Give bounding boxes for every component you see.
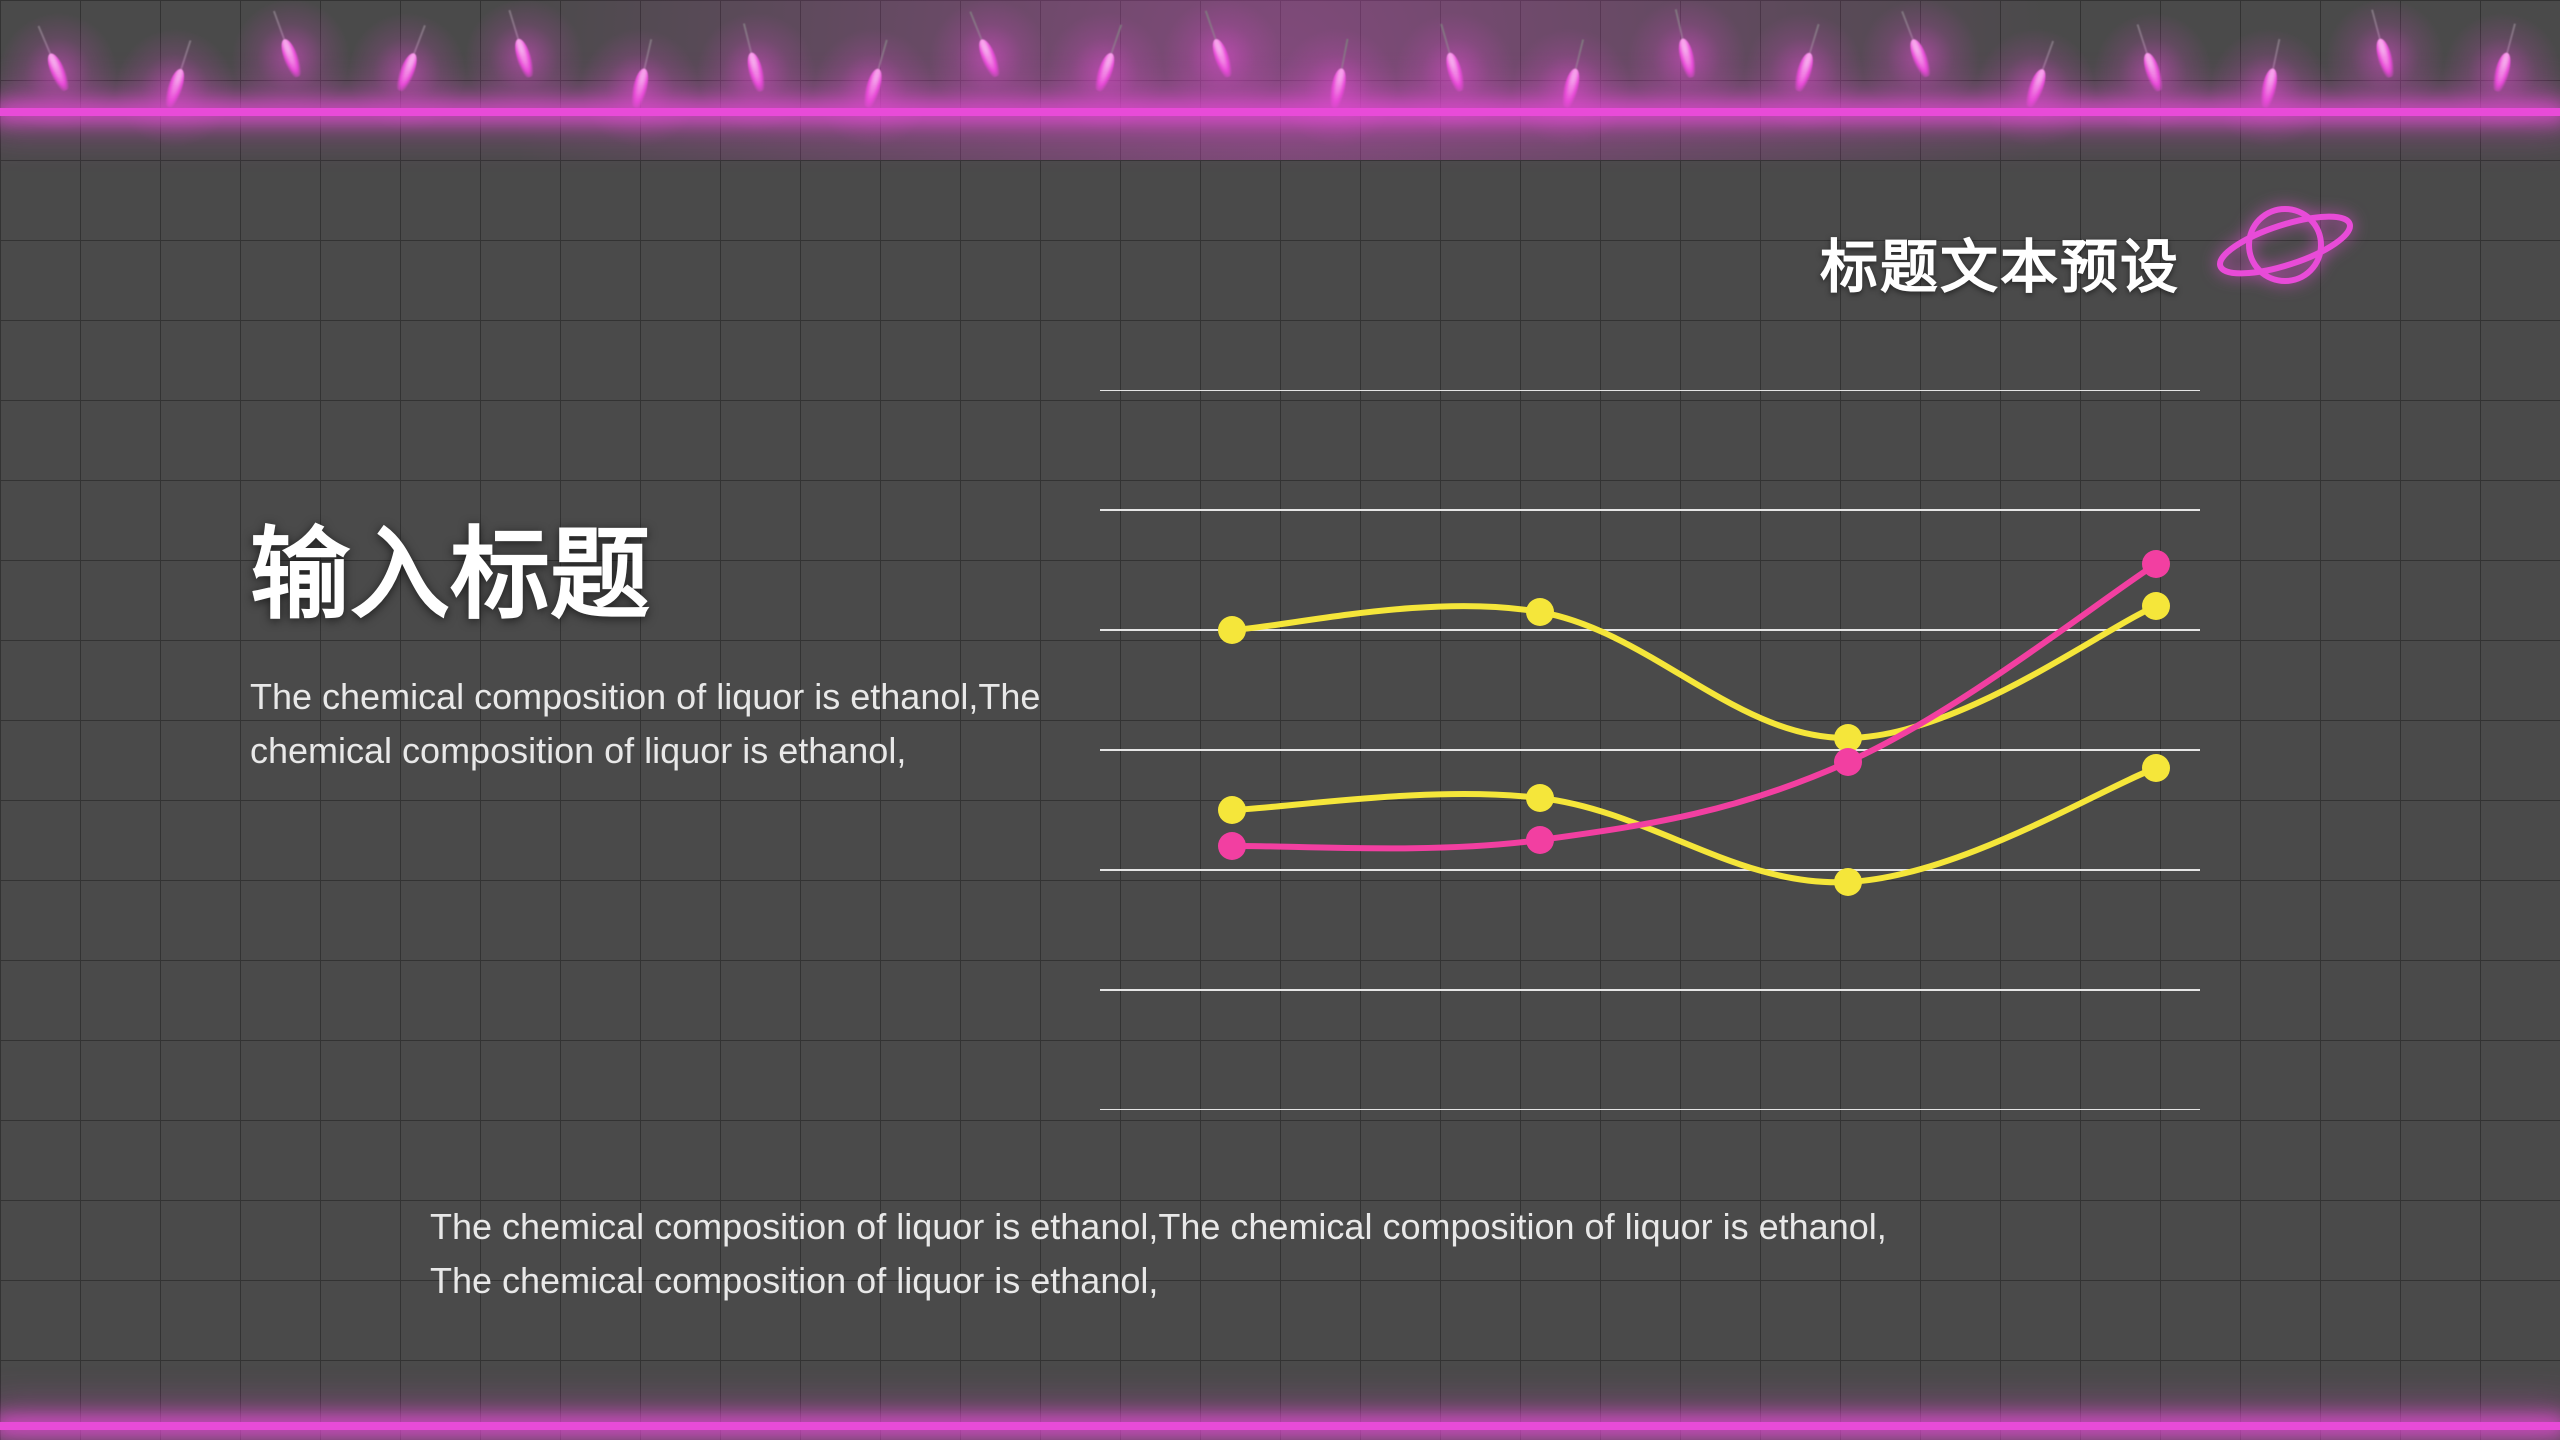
series-marker-pink (2142, 550, 2170, 578)
series-marker-yellow-a (1834, 724, 1862, 752)
left-title: 输入标题 (250, 520, 1050, 630)
bulb (394, 51, 421, 93)
bulb (2258, 67, 2280, 109)
left-content: 输入标题 The chemical composition of liquor … (250, 520, 1050, 778)
series-line-yellow-b (1232, 768, 2156, 882)
series-marker-pink (1526, 826, 1554, 854)
bulb (1327, 67, 1348, 109)
bulb (1559, 67, 1582, 109)
bulb (2374, 37, 2398, 79)
series-line-yellow-a (1232, 606, 2156, 738)
bulb (1209, 37, 1235, 79)
bulb (2140, 51, 2166, 93)
bulb (860, 67, 884, 109)
bulb (975, 37, 1003, 79)
series-marker-yellow-a (1218, 616, 1246, 644)
bulb (1676, 37, 1699, 79)
series-marker-pink (1218, 832, 1246, 860)
series-marker-yellow-b (1526, 784, 1554, 812)
series-marker-yellow-a (2142, 592, 2170, 620)
bulb (1906, 37, 1933, 79)
bulb (745, 51, 768, 93)
bulb (2490, 51, 2514, 93)
bulb (277, 37, 304, 79)
series-line-pink (1232, 564, 2156, 848)
neon-bar-top (0, 108, 2560, 116)
planet-icon (2210, 190, 2360, 300)
line-chart (1100, 390, 2200, 1110)
bulb (1791, 51, 1816, 93)
left-subtitle: The chemical composition of liquor is et… (250, 670, 1050, 778)
slide-stage: 标题文本预设 输入标题 The chemical composition of … (0, 0, 2560, 1440)
series-marker-yellow-b (2142, 754, 2170, 782)
string-lights-bulbs (0, 0, 2560, 160)
bulb (1092, 51, 1118, 93)
bulb (1442, 51, 1466, 93)
bulb (162, 67, 188, 109)
series-marker-yellow-b (1834, 868, 1862, 896)
series-marker-pink (1834, 748, 1862, 776)
neon-bar-bottom (0, 1422, 2560, 1430)
series-marker-yellow-b (1218, 796, 1246, 824)
bulb (629, 67, 652, 109)
bulb (44, 51, 73, 93)
bulb (2023, 67, 2050, 109)
footer-text: The chemical composition of liquor is et… (430, 1200, 2130, 1308)
footer-line-2: The chemical composition of liquor is et… (430, 1254, 2130, 1308)
footer-line-1: The chemical composition of liquor is et… (430, 1200, 2130, 1254)
series-marker-yellow-a (1526, 598, 1554, 626)
line-chart-svg (1100, 390, 2200, 1110)
header-title: 标题文本预设 (1820, 220, 2180, 304)
bulb (511, 37, 536, 79)
